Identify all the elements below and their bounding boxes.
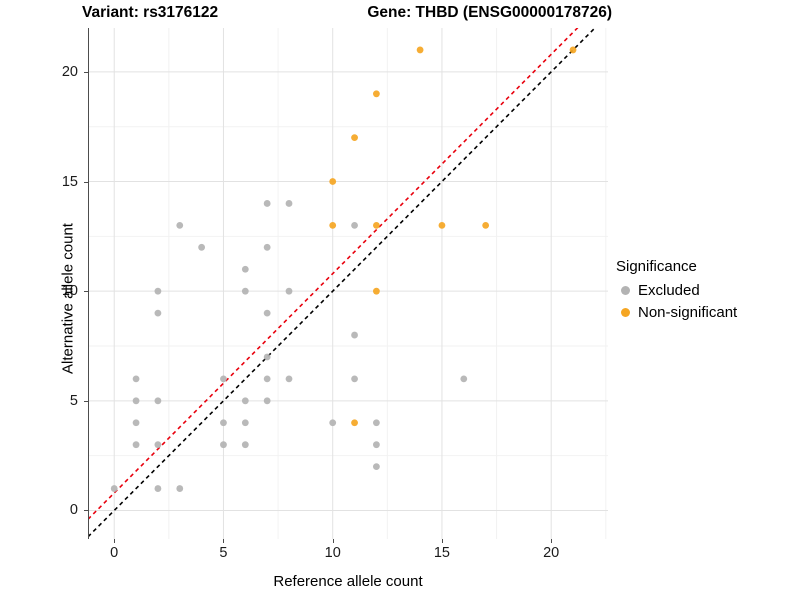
y-tick-label: 15	[61, 173, 78, 190]
non-significant-dot	[616, 303, 634, 321]
data-point	[220, 419, 227, 427]
data-point	[373, 463, 380, 471]
variant-title: Variant: rs3176122	[82, 4, 219, 21]
x-tick-label: 15	[433, 545, 451, 561]
data-point	[176, 221, 184, 229]
data-point	[569, 46, 577, 54]
y-tick-mark	[84, 400, 88, 402]
data-point	[154, 287, 162, 295]
data-point	[373, 419, 380, 427]
x-tick-label: 20	[543, 545, 560, 561]
y-axis-title: Alternative allele count	[59, 223, 77, 374]
data-point	[154, 397, 162, 405]
data-point	[329, 419, 337, 427]
data-point	[132, 397, 140, 405]
data-point	[132, 441, 140, 449]
data-point	[132, 375, 140, 383]
title-row: Variant: rs3176122 Gene: THBD (ENSG00000…	[0, 4, 620, 28]
plot-panel	[88, 28, 608, 539]
data-point	[220, 375, 227, 383]
x-tick-mark	[551, 539, 553, 543]
data-point	[351, 331, 358, 339]
data-point	[132, 419, 140, 427]
data-point	[285, 375, 293, 383]
x-tick-label: 0	[110, 545, 119, 561]
identity-line	[88, 28, 597, 538]
legend-item-label: Non-significant	[638, 303, 738, 321]
legend-dot-glyph	[620, 285, 630, 295]
data-point	[373, 441, 380, 449]
data-point	[285, 287, 293, 295]
y-tick-mark	[84, 71, 88, 73]
data-point	[198, 243, 206, 251]
data-point	[460, 375, 468, 383]
x-tick-label: 10	[324, 545, 341, 561]
legend-item-non-significant[interactable]: Non-significant	[616, 301, 796, 323]
series-excluded	[110, 200, 468, 492]
data-point	[285, 200, 293, 207]
axis-spines	[88, 28, 89, 539]
y-tick-mark	[84, 181, 88, 183]
data-point	[263, 243, 271, 251]
data-point	[351, 375, 358, 383]
y-tick-mark	[84, 510, 88, 512]
x-tick-mark	[332, 539, 334, 543]
data-point	[263, 200, 271, 207]
gridlines-minor	[88, 28, 608, 539]
data-point	[329, 221, 337, 229]
data-point	[263, 353, 271, 361]
y-tick-label: 5	[69, 392, 78, 409]
data-point	[482, 221, 490, 229]
data-point	[373, 287, 380, 295]
legend: Significance Excluded Non-significant	[616, 258, 796, 323]
y-tick-label: 20	[61, 63, 78, 80]
data-point	[373, 90, 380, 98]
data-point	[351, 134, 358, 142]
data-point	[220, 441, 227, 449]
y-tick-label: 10	[61, 283, 78, 300]
x-tick-label: 5	[219, 545, 228, 561]
data-point	[351, 419, 358, 427]
data-point	[329, 178, 337, 185]
data-point	[351, 221, 358, 229]
data-point	[110, 485, 118, 492]
data-point	[154, 485, 162, 492]
data-point	[416, 46, 424, 54]
excluded-dot	[616, 281, 634, 299]
data-point	[373, 221, 380, 229]
data-point	[263, 397, 271, 405]
data-point	[154, 309, 162, 317]
data-point	[438, 221, 446, 229]
legend-dot-glyph	[620, 307, 630, 317]
x-tick-mark	[223, 539, 225, 543]
series-non-significant	[329, 46, 577, 427]
plot-canvas	[88, 28, 608, 539]
legend-items: Excluded Non-significant	[616, 279, 796, 323]
y-tick-label: 0	[69, 502, 78, 519]
data-point	[154, 441, 162, 449]
data-point	[263, 309, 271, 317]
data-point	[241, 419, 249, 427]
gene-title: Gene: THBD (ENSG00000178726)	[367, 4, 612, 21]
x-axis-title: Reference allele count	[273, 573, 423, 590]
x-tick-mark	[441, 539, 443, 543]
data-point	[241, 287, 249, 295]
data-point	[176, 485, 184, 492]
x-tick-mark	[114, 539, 116, 543]
reference-lines	[88, 28, 597, 538]
data-point	[263, 375, 271, 383]
panel-background	[88, 28, 608, 539]
gridlines-major	[88, 28, 608, 539]
legend-item-excluded[interactable]: Excluded	[616, 279, 796, 301]
y-tick-mark	[84, 291, 88, 293]
offset-line	[88, 28, 579, 520]
data-point	[241, 441, 249, 449]
data-point	[241, 397, 249, 405]
data-point	[241, 265, 249, 273]
legend-item-label: Excluded	[638, 281, 700, 299]
legend-title: Significance	[616, 258, 697, 275]
